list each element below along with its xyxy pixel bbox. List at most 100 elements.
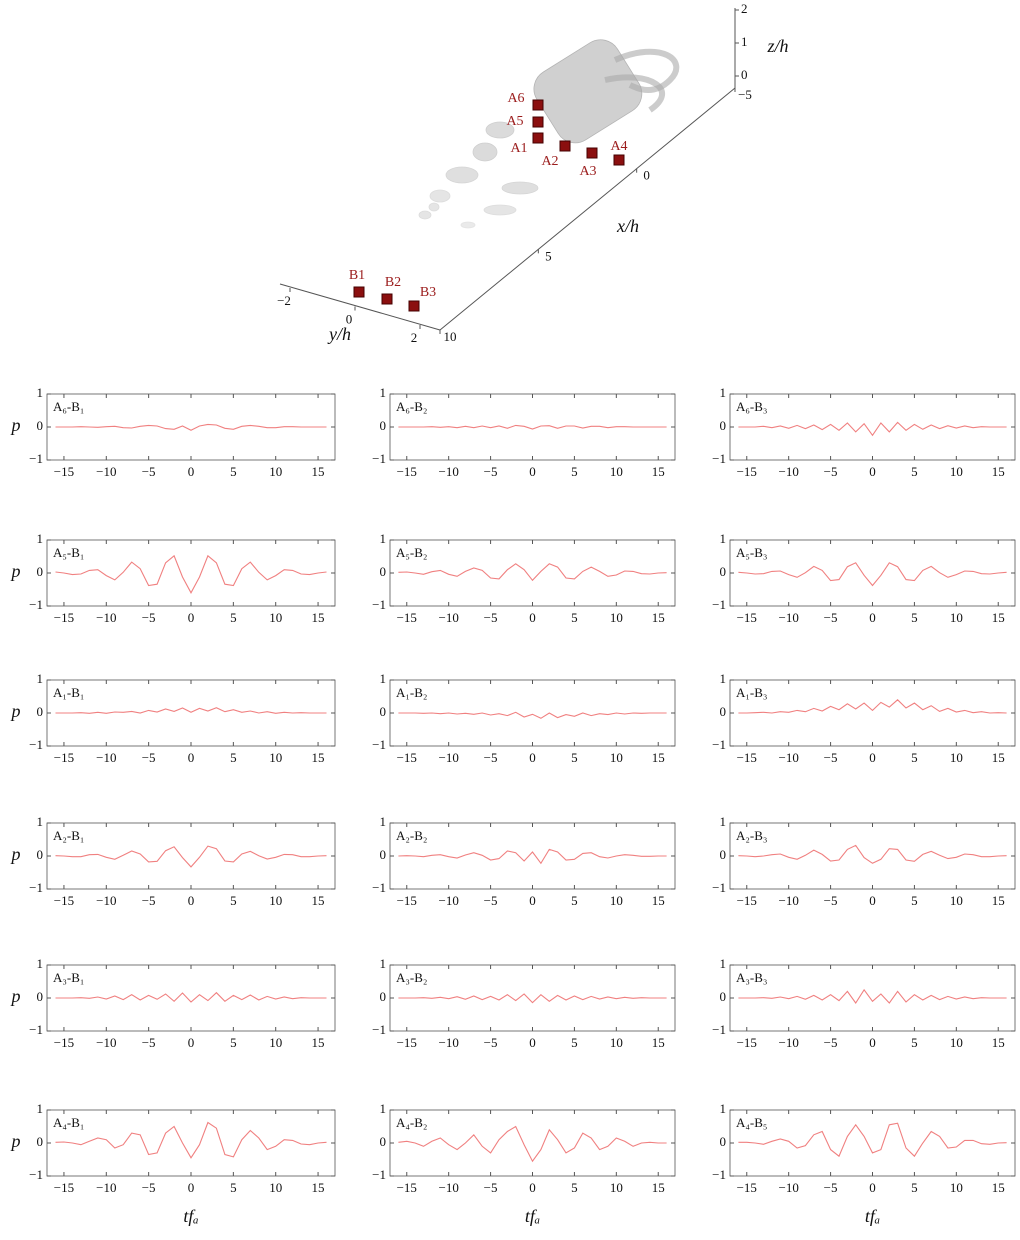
x-tick-label: 15 <box>312 610 325 625</box>
y-axis-label: p <box>10 1131 21 1151</box>
panel-label: A₂-B₃ <box>736 828 767 843</box>
x-tick-label: −15 <box>54 1180 74 1195</box>
data-line <box>398 848 667 865</box>
panel-label: A₁-B₁ <box>53 685 84 700</box>
x-tick-label: −5 <box>824 464 838 479</box>
panel-label: A₅-B₂ <box>396 545 427 560</box>
data-line <box>55 845 327 868</box>
x-tick-label: −15 <box>737 893 757 908</box>
x-tick-label: 15 <box>652 464 665 479</box>
x-tick-label: −15 <box>397 610 417 625</box>
x-tick-label: 10 <box>950 610 963 625</box>
probe-label: A4 <box>610 139 627 154</box>
x-tick-label: −5 <box>824 750 838 765</box>
plot-frame <box>46 1109 336 1177</box>
x-tick-label: −5 <box>824 610 838 625</box>
panel-label: A₄-B₁ <box>53 1115 84 1130</box>
x-tick-label: 15 <box>312 893 325 908</box>
panel-label: A₃-B₃ <box>736 970 767 985</box>
x-tick-label: 5 <box>571 464 578 479</box>
y-tick-label: −1 <box>712 1022 726 1037</box>
x-tick-label: 5 <box>911 893 918 908</box>
x-tick-label: 15 <box>652 893 665 908</box>
y-tick-label: −1 <box>712 1167 726 1182</box>
panel-label: A₄-B₅ <box>736 1115 767 1130</box>
x-tick-label: −10 <box>96 750 116 765</box>
y-tick-label: 1 <box>380 531 387 546</box>
x-tick-label: −10 <box>779 750 799 765</box>
x-tick-label: −10 <box>439 1180 459 1195</box>
x-tick-label: 0 <box>529 464 536 479</box>
y-tick-label: 0 <box>380 1134 387 1149</box>
x-tick-label: 0 <box>188 464 195 479</box>
data-line <box>55 707 327 714</box>
y-axis-label: p <box>10 415 21 435</box>
x-tick-label: −10 <box>779 610 799 625</box>
y-tick-label: 1 <box>720 956 727 971</box>
panel-label: A₁-B₃ <box>736 685 767 700</box>
plot-frame <box>729 1109 1016 1177</box>
y-tick-label: 1 <box>37 385 44 400</box>
probe-label: B1 <box>349 268 365 283</box>
x-tick-label: 5 <box>911 1180 918 1195</box>
x-tick-label: 15 <box>992 1035 1005 1050</box>
probe-label: A3 <box>579 164 596 179</box>
x-tick-label: 5 <box>911 750 918 765</box>
x-tick-label: −15 <box>397 750 417 765</box>
panel-label: A₂-B₁ <box>53 828 84 843</box>
probe-marker <box>532 99 544 111</box>
y-tick-label: 0 <box>720 704 727 719</box>
plot-frame <box>729 822 1016 890</box>
x-tick-label: 15 <box>992 750 1005 765</box>
x-tick-label: −5 <box>484 1180 498 1195</box>
x-tick-label: −5 <box>484 893 498 908</box>
x-tick-label: 0 <box>188 1180 195 1195</box>
y-tick-label: 0 <box>720 1134 727 1149</box>
x-tick-label: 15 <box>992 1180 1005 1195</box>
x-tick-label: 10 <box>610 893 623 908</box>
x-tick-label: 5 <box>230 464 237 479</box>
x-tick-label: −15 <box>54 893 74 908</box>
x-tick-label: 15 <box>652 1180 665 1195</box>
axis-tick-label: 0 <box>741 67 748 82</box>
data-line <box>398 563 667 582</box>
panel-label: A₃-B₁ <box>53 970 84 985</box>
x-tick-label: −5 <box>484 610 498 625</box>
panel-label: A₆-B₃ <box>736 399 767 414</box>
x-tick-label: −5 <box>824 1180 838 1195</box>
y-tick-label: −1 <box>372 451 386 466</box>
axis-tick-label: 5 <box>545 248 552 263</box>
probe-marker <box>586 147 598 159</box>
y-tick-label: 0 <box>720 564 727 579</box>
x-tick-label: 15 <box>992 464 1005 479</box>
panel-label: A₅-B₃ <box>736 545 767 560</box>
panel-label: A₆-B₁ <box>53 399 84 414</box>
y-tick-label: −1 <box>712 451 726 466</box>
x-tick-label: −5 <box>484 750 498 765</box>
plot-frame <box>389 539 676 607</box>
x-tick-label: 5 <box>230 893 237 908</box>
x-tick-label: 15 <box>312 1180 325 1195</box>
x-tick-label: −15 <box>397 464 417 479</box>
y-tick-label: 1 <box>380 814 387 829</box>
x-tick-label: −15 <box>737 464 757 479</box>
y-tick-label: −1 <box>29 451 43 466</box>
axis-tick-label: 1 <box>741 34 748 49</box>
y-tick-label: −1 <box>29 737 43 752</box>
x-tick-label: 10 <box>269 610 282 625</box>
x-tick-label: −15 <box>737 750 757 765</box>
x-tick-label: −5 <box>142 464 156 479</box>
y-tick-label: 0 <box>380 418 387 433</box>
x-tick-label: 0 <box>869 610 876 625</box>
y-tick-label: 0 <box>37 1134 44 1149</box>
x-tick-label: −5 <box>824 1035 838 1050</box>
probe-label: A5 <box>506 114 523 129</box>
x-tick-label: 10 <box>610 750 623 765</box>
data-line <box>398 424 667 430</box>
x-tick-label: 5 <box>911 464 918 479</box>
y-tick-label: 1 <box>380 385 387 400</box>
x-tick-label: −10 <box>96 1035 116 1050</box>
x-tick-label: 10 <box>269 893 282 908</box>
x-tick-label: 5 <box>571 1035 578 1050</box>
x-tick-label: −10 <box>779 464 799 479</box>
